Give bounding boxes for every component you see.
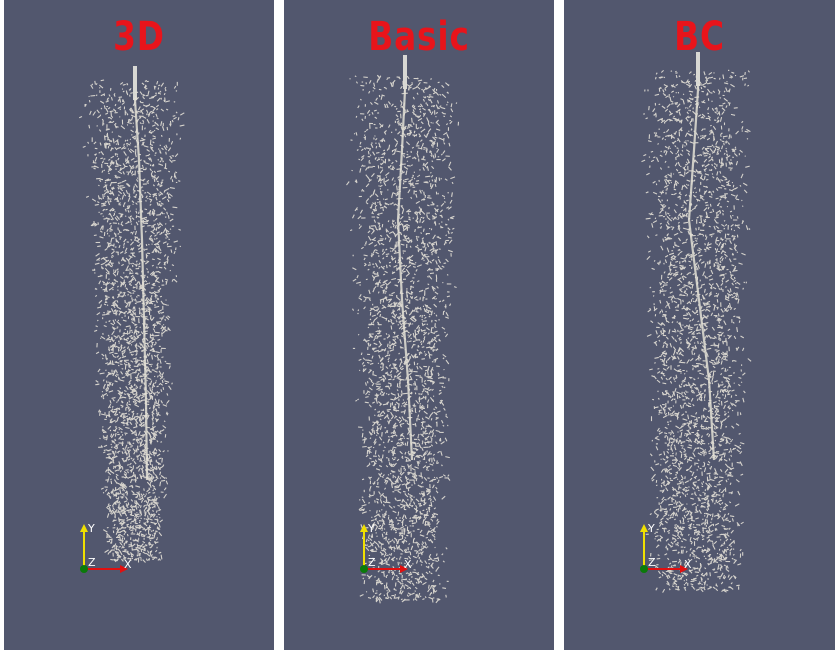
view-title-3d: 3D — [113, 14, 165, 60]
taproot-line — [687, 52, 716, 461]
axes-triad-icon — [640, 524, 688, 573]
root-point-cloud-bc — [641, 52, 752, 593]
root-particles — [346, 55, 460, 604]
axis-label-x: X — [124, 558, 132, 571]
orientation-axes: Y Z X — [76, 520, 146, 590]
render-view-basic[interactable]: Basic Y Z X — [284, 0, 554, 650]
axis-label-z: Z — [648, 556, 656, 569]
root-fragments — [78, 79, 185, 563]
axis-label-z: Z — [88, 556, 96, 569]
root-particles — [78, 66, 185, 563]
root-point-cloud-3d — [78, 66, 185, 563]
root-point-cloud-basic — [346, 55, 460, 604]
hypocotyl-stem — [133, 66, 137, 100]
axis-label-x: X — [684, 558, 692, 571]
axis-label-x: X — [404, 558, 412, 571]
orientation-axes: Y Z X — [636, 520, 706, 590]
axis-label-z: Z — [368, 556, 376, 569]
hypocotyl-stem — [696, 52, 700, 86]
orientation-axes: Y Z X — [356, 520, 426, 590]
axes-triad-icon — [80, 524, 128, 573]
axis-label-y: Y — [368, 522, 375, 535]
root-fragments — [346, 74, 460, 604]
root-fragments — [641, 69, 752, 593]
view-title-bc: BC — [674, 14, 725, 60]
root-particles — [641, 52, 752, 593]
render-view-bc[interactable]: BC Y Z X — [564, 0, 835, 650]
axes-triad-icon — [360, 524, 408, 573]
render-view-3d[interactable]: 3D Y Z X — [4, 0, 274, 650]
hypocotyl-stem — [403, 55, 407, 89]
view-title-basic: Basic — [368, 14, 470, 60]
axis-label-y: Y — [88, 522, 95, 535]
axis-label-y: Y — [648, 522, 655, 535]
